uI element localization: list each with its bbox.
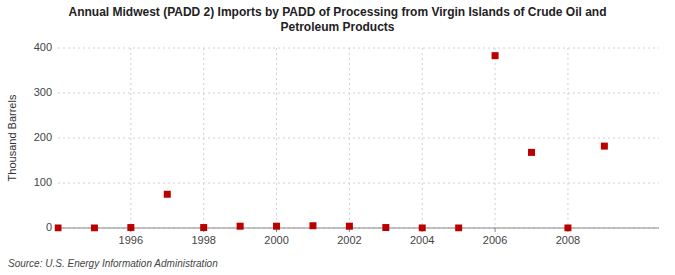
source: Source: U.S. Energy Information Administ… [8, 258, 218, 269]
title: Annual Midwest (PADD 2) Imports by PADD … [68, 5, 606, 34]
y-tick-label: 200 [34, 131, 52, 143]
y-grid-line [58, 48, 659, 49]
x-grid-line [203, 48, 204, 228]
point [237, 223, 244, 230]
point [455, 225, 462, 232]
y-tick-label: 300 [34, 86, 52, 98]
x-tick-label: 2002 [337, 234, 361, 246]
x-grid-line [276, 48, 277, 228]
point [55, 225, 62, 232]
grid [58, 48, 659, 228]
x-tick-label: 1996 [119, 234, 143, 246]
axes: 0 100 200 300 400 1996 1998 2000 2002 2004 2006 200… [34, 41, 659, 246]
point [309, 222, 316, 229]
point [564, 225, 571, 232]
x-grid-line [422, 48, 423, 228]
x-tick-label: 2008 [556, 234, 580, 246]
point [200, 224, 207, 231]
point [382, 224, 389, 231]
x-grid-line [495, 48, 496, 228]
point [528, 149, 535, 156]
y-tick-label: 100 [34, 176, 52, 188]
y-grid-line [58, 183, 659, 184]
x-tick-label: 1998 [191, 234, 215, 246]
y-grid-line [58, 93, 659, 94]
point [419, 225, 426, 232]
x-tick-label: 2006 [483, 234, 507, 246]
x-grid-line [567, 48, 568, 228]
chart-container: Annual Midwest (PADD 2) Imports by PADD … [0, 0, 675, 275]
y-tick-label: 0 [46, 221, 52, 233]
point [164, 191, 171, 198]
x-tick-label: 2000 [264, 234, 288, 246]
y-tick-label: 400 [34, 41, 52, 53]
x-tick-label: 2004 [410, 234, 434, 246]
x-grid-line [130, 48, 131, 228]
x-tick [495, 228, 496, 232]
point [601, 143, 608, 150]
point [492, 52, 499, 59]
point [273, 223, 280, 230]
point [346, 223, 353, 230]
y-axis-label: Thousand Barrels [6, 94, 18, 181]
x-grid-line [349, 48, 350, 228]
point [91, 225, 98, 232]
points [55, 52, 608, 231]
chart-svg: Annual Midwest (PADD 2) Imports by PADD … [0, 0, 675, 275]
point [127, 224, 134, 231]
y-grid-line [58, 138, 659, 139]
